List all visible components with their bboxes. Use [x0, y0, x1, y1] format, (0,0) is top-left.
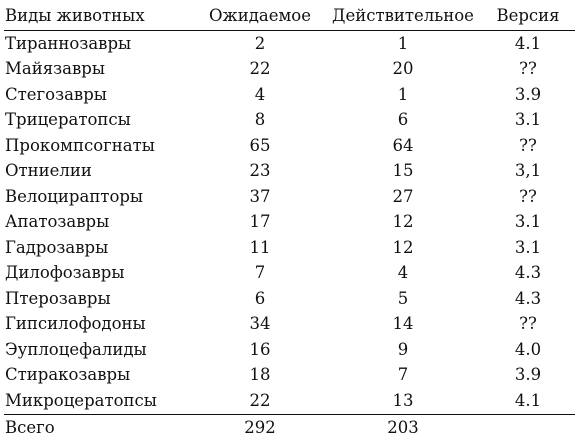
cell-version: 4.0: [514, 339, 542, 359]
header-species: Виды животных: [5, 6, 145, 26]
table-row: Дилофозавры 7 4 4.3: [4, 261, 575, 287]
cell-species: Прокомпсогнаты: [5, 135, 155, 155]
cell-version: 3.1: [514, 237, 542, 257]
table-row: Тираннозавры 2 1 4.1: [4, 31, 575, 57]
cell-version: ??: [519, 59, 537, 78]
cell-expected: 17: [249, 212, 271, 231]
total-version: [481, 414, 575, 442]
cell-species: Гипсилофодоны: [5, 314, 146, 333]
cell-expected: 34: [249, 314, 271, 333]
table-row: Апатозавры 17 12 3.1: [4, 210, 575, 236]
cell-expected: 8: [254, 110, 266, 129]
cell-actual: 15: [392, 161, 414, 180]
cell-species: Микроцератопсы: [5, 390, 157, 410]
table-row: Майязавры 22 20??: [4, 57, 575, 83]
cell-species: Апатозавры: [5, 212, 110, 231]
cell-version: 4.1: [514, 33, 542, 53]
cell-species: Эуплоцефалиды: [5, 339, 147, 359]
cell-species: Стегозавры: [5, 84, 107, 104]
cell-version: 3,1: [514, 161, 542, 180]
cell-actual: 9: [397, 339, 409, 359]
header-version: Версия: [496, 6, 560, 26]
table-row: Стиракозавры 18 7 3.9: [4, 363, 575, 389]
cell-version: 3.9: [514, 365, 542, 384]
cell-actual: 14: [392, 314, 414, 333]
cell-species: Гадрозавры: [5, 237, 109, 257]
table-row: Велоцирапторы 37 27??: [4, 184, 575, 210]
total-actual: 203: [387, 417, 419, 437]
cell-actual: 27: [392, 186, 414, 206]
header-actual: Действительное: [332, 6, 474, 26]
table-footer: Всего 292 203: [4, 414, 575, 442]
cell-species: Стиракозавры: [5, 365, 131, 384]
cell-expected: 6: [254, 288, 266, 308]
cell-actual: 64: [392, 135, 414, 155]
cell-expected: 65: [249, 135, 271, 155]
cell-version: ??: [519, 314, 537, 333]
header-row: Виды животных Ожидаемое Действительное В…: [4, 3, 575, 31]
cell-expected: 11: [249, 237, 271, 257]
cell-version: 3.1: [514, 110, 542, 129]
table-row: Эуплоцефалиды 16 9 4.0: [4, 337, 575, 363]
table-row: Птерозавры 6 5 4.3: [4, 286, 575, 312]
table-row: Гипсилофодоны 34 14??: [4, 312, 575, 338]
cell-species: Тираннозавры: [5, 33, 132, 53]
cell-species: Птерозавры: [5, 288, 111, 308]
cell-actual: 6: [397, 110, 409, 129]
cell-expected: 2: [254, 33, 266, 53]
cell-actual: 12: [392, 237, 414, 257]
table-row: Гадрозавры 11 12 3.1: [4, 235, 575, 261]
cell-version: 4.3: [514, 263, 542, 282]
table-row: Отниелии 23 15 3,1: [4, 159, 575, 185]
cell-actual: 5: [397, 288, 409, 308]
cell-expected: 18: [249, 365, 271, 384]
cell-expected: 16: [249, 339, 271, 359]
cell-actual: 20: [392, 59, 414, 78]
cell-version: 4.3: [514, 288, 542, 308]
table-row: Трицератопсы 8 6 3.1: [4, 108, 575, 134]
cell-version: ??: [519, 186, 537, 206]
header-expected: Ожидаемое: [209, 6, 311, 26]
cell-version: 3.9: [514, 84, 542, 104]
cell-expected: 22: [249, 390, 271, 410]
cell-version: 4.1: [514, 390, 542, 410]
cell-expected: 23: [249, 161, 271, 180]
table-header: Виды животных Ожидаемое Действительное В…: [4, 3, 575, 31]
table-row: Микроцератопсы 22 13 4.1: [4, 388, 575, 414]
cell-expected: 7: [254, 263, 266, 282]
cell-species: Дилофозавры: [5, 263, 125, 282]
species-count-table: Виды животных Ожидаемое Действительное В…: [4, 3, 575, 442]
cell-actual: 12: [392, 212, 414, 231]
cell-version: ??: [519, 135, 537, 155]
cell-version: 3.1: [514, 212, 542, 231]
cell-species: Отниелии: [5, 161, 92, 180]
cell-expected: 4: [254, 84, 266, 104]
cell-expected: 22: [249, 59, 271, 78]
cell-species: Велоцирапторы: [5, 186, 144, 206]
cell-actual: 4: [397, 263, 409, 282]
total-expected: 292: [244, 417, 276, 437]
cell-actual: 1: [397, 84, 409, 104]
table-row: Прокомпсогнаты 65 64??: [4, 133, 575, 159]
table-row: Стегозавры 4 1 3.9: [4, 82, 575, 108]
cell-actual: 1: [397, 33, 409, 53]
cell-actual: 13: [392, 390, 414, 410]
cell-actual: 7: [397, 365, 409, 384]
table-body: Тираннозавры 2 1 4.1 Майязавры 22 20?? Стегозав…: [4, 31, 575, 415]
cell-species: Майязавры: [5, 59, 105, 78]
total-label: Всего: [5, 417, 55, 437]
cell-expected: 37: [249, 186, 271, 206]
total-row: Всего 292 203: [4, 414, 575, 442]
cell-species: Трицератопсы: [5, 110, 131, 129]
